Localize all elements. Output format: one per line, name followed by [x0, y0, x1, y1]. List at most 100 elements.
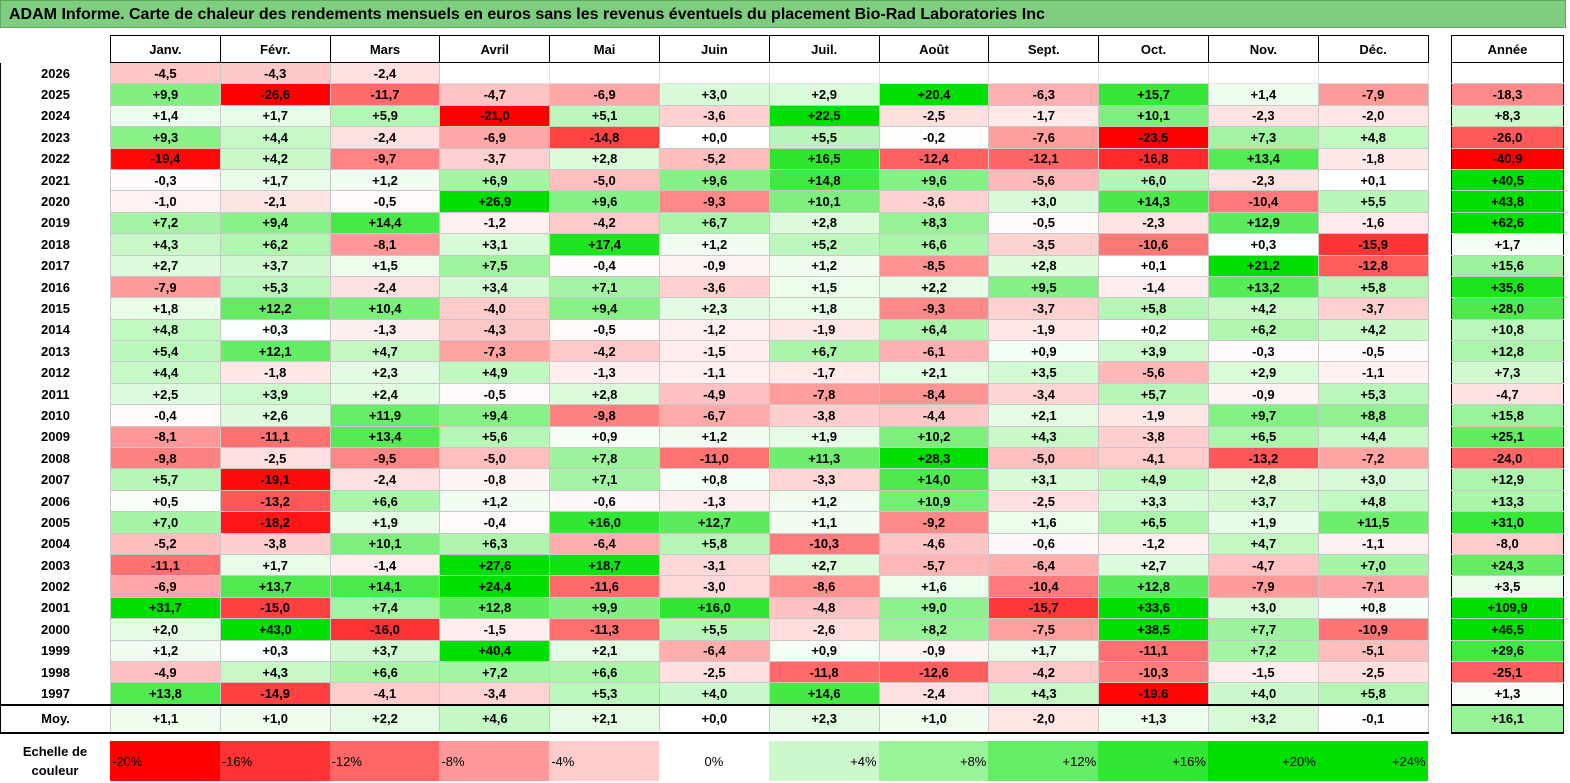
- heatmap-cell: +16,0: [549, 511, 660, 534]
- heatmap-cell: -8,1: [329, 233, 441, 256]
- heatmap-cell: -0,4: [110, 404, 221, 427]
- heatmap-cell: +20,4: [878, 83, 990, 106]
- year-row: 2022 -19,4 +4,2 -9,7 -3,7 +2,8 -5,2 +16,5 -12,4-…: [0, 147, 1429, 170]
- heatmap-cell: -1,9: [988, 318, 1100, 342]
- heatmap-cell: -1,1: [1317, 532, 1429, 555]
- heatmap-cell: -3,6: [658, 104, 770, 128]
- heatmap-cell: +2,7: [768, 553, 880, 577]
- heatmap-cell: -5,6: [988, 168, 1100, 192]
- heatmap-cell: +4,9: [439, 361, 551, 384]
- annual-row: +15,6: [1451, 254, 1564, 277]
- heatmap-cell: -1,6: [1317, 211, 1429, 235]
- annual-returns-column: Année -18,3 +8,3 -26,0 -40,9 +40,5 +43,8 +62,6 +…: [1451, 35, 1564, 734]
- heatmap-cell: +1,7: [219, 168, 331, 192]
- heatmap-cell: -12,4: [878, 147, 990, 170]
- heatmap-cell: -4,2: [549, 211, 660, 235]
- heatmap-cell: -4,4: [878, 404, 990, 427]
- heatmap-cell: -6,1: [878, 340, 990, 363]
- heatmap-cell: -1,8: [1317, 147, 1429, 170]
- heatmap-cell: -2,3: [1207, 168, 1319, 192]
- heatmap-cell: +5,7: [110, 468, 221, 491]
- scale-step: -8%: [439, 741, 550, 781]
- year-label: 2021: [0, 169, 111, 191]
- heatmap-cell: +4,4: [219, 126, 331, 149]
- annual-cell: +46,5: [1451, 618, 1564, 641]
- heatmap-cell: +22,5: [768, 104, 880, 128]
- annual-cell: +62,6: [1451, 211, 1564, 235]
- heatmap-cell: -6,7: [658, 404, 770, 427]
- year-row: 2026 -4,5 -4,3 -2,4: [0, 61, 1429, 85]
- average-cell: +2,1: [549, 703, 660, 734]
- year-row: 2016 -7,9 +5,3 -2,4 +3,4 +7,1 -3,6 +1,5 +2,2 +9,5…: [0, 275, 1429, 299]
- heatmap-cell: +15,7: [1098, 83, 1209, 106]
- heatmap-cell: +5,4: [110, 340, 221, 363]
- heatmap-cell: +7,0: [1317, 553, 1429, 577]
- heatmap-cell: +13,4: [1207, 147, 1319, 170]
- heatmap-cell: -7,9: [1207, 575, 1319, 598]
- heatmap-cell: +7,0: [110, 511, 221, 534]
- heatmap-cell: +2,6: [219, 404, 331, 427]
- heatmap-cell: +2,9: [1207, 361, 1319, 384]
- heatmap-cell: -0,3: [1207, 340, 1319, 363]
- heatmap-cell: -6,4: [549, 532, 660, 555]
- heatmap-cell: +6,7: [658, 211, 770, 235]
- heatmap-cell: -2,4: [329, 61, 441, 85]
- annual-cell: +10,8: [1451, 318, 1564, 342]
- heatmap-cell: +1,1: [768, 511, 880, 534]
- heatmap-cell: +3,3: [1098, 489, 1209, 513]
- heatmap-cell: +1,4: [110, 104, 221, 128]
- heatmap-cell: -23,5: [1098, 126, 1209, 149]
- heatmap-cell: -1,8: [219, 361, 331, 384]
- heatmap-cell: -15,0: [219, 596, 331, 620]
- heatmap-cell: -1,3: [329, 318, 441, 342]
- heatmap-cell: +4,7: [329, 340, 441, 363]
- heatmap-cell: -0,3: [110, 168, 221, 192]
- heatmap-cell: +14,6: [768, 682, 880, 706]
- heatmap-cell: +9,7: [1207, 404, 1319, 427]
- heatmap-cell: -0,4: [439, 511, 551, 534]
- year-label: 2026: [0, 62, 111, 84]
- heatmap-cell: +14,3: [1098, 190, 1209, 213]
- year-label: 2007: [0, 468, 111, 491]
- heatmap-cell: +12,7: [658, 511, 770, 534]
- annual-row: +15,8: [1451, 404, 1564, 427]
- annual-header-row: Année: [1451, 35, 1564, 63]
- heatmap-cell: +9,3: [110, 126, 221, 149]
- annual-row: +43,8: [1451, 190, 1564, 213]
- heatmap-cell: -6,9: [549, 83, 660, 106]
- heatmap-cell: +0,2: [1098, 318, 1209, 342]
- heatmap-cell: +5,7: [1098, 382, 1209, 406]
- heatmap-cell: +7,3: [1207, 126, 1319, 149]
- header-row: Janv. Févr. Mars Avril Mai Juin Juil. Août Sept.…: [1, 35, 1429, 63]
- heatmap-cell: -7,9: [110, 275, 221, 299]
- heatmap-cell: +1,2: [768, 489, 880, 513]
- annual-cell: +8,3: [1451, 104, 1564, 128]
- heatmap-cell: -9,5: [329, 447, 441, 470]
- heatmap-cell: +11,9: [329, 404, 441, 427]
- heatmap-cell: -2,6: [768, 618, 880, 641]
- heatmap-cell: +12,1: [219, 340, 331, 363]
- average-cell: +1,0: [219, 703, 331, 734]
- heatmap-cell: -19,6: [1098, 682, 1209, 706]
- scale-label-line2: couleur: [31, 763, 79, 778]
- heatmap-cell: -11,1: [1098, 639, 1209, 662]
- average-cell: +0,0: [658, 703, 770, 734]
- heatmap-cell: -3,4: [988, 382, 1100, 406]
- heatmap-cell: -9,8: [110, 447, 221, 470]
- scale-step: +12%: [988, 741, 1099, 781]
- heatmap-cell: -19,4: [110, 147, 221, 170]
- heatmap-cell: -2,5: [1317, 660, 1429, 684]
- heatmap-cell: -1,2: [658, 318, 770, 342]
- year-row: 2005 +7,0 -18,2 +1,9 -0,4 +16,0 +12,7 +1,1 -9,2 +…: [0, 511, 1429, 534]
- heatmap-cell: +6,5: [1207, 425, 1319, 449]
- annual-row: +35,6: [1451, 275, 1564, 299]
- heatmap-cell: -0,8: [439, 468, 551, 491]
- heatmap-cell: -9,3: [878, 297, 990, 320]
- heatmap-cell: +10,1: [768, 190, 880, 213]
- heatmap-cell: -7,8: [768, 382, 880, 406]
- heatmap-cell: -3,3: [768, 468, 880, 491]
- heatmap-cell: +12,8: [439, 596, 551, 620]
- annual-row: +1,3: [1451, 682, 1564, 706]
- heatmap-cell: +2,8: [549, 382, 660, 406]
- heatmap-cell: +14,4: [329, 211, 441, 235]
